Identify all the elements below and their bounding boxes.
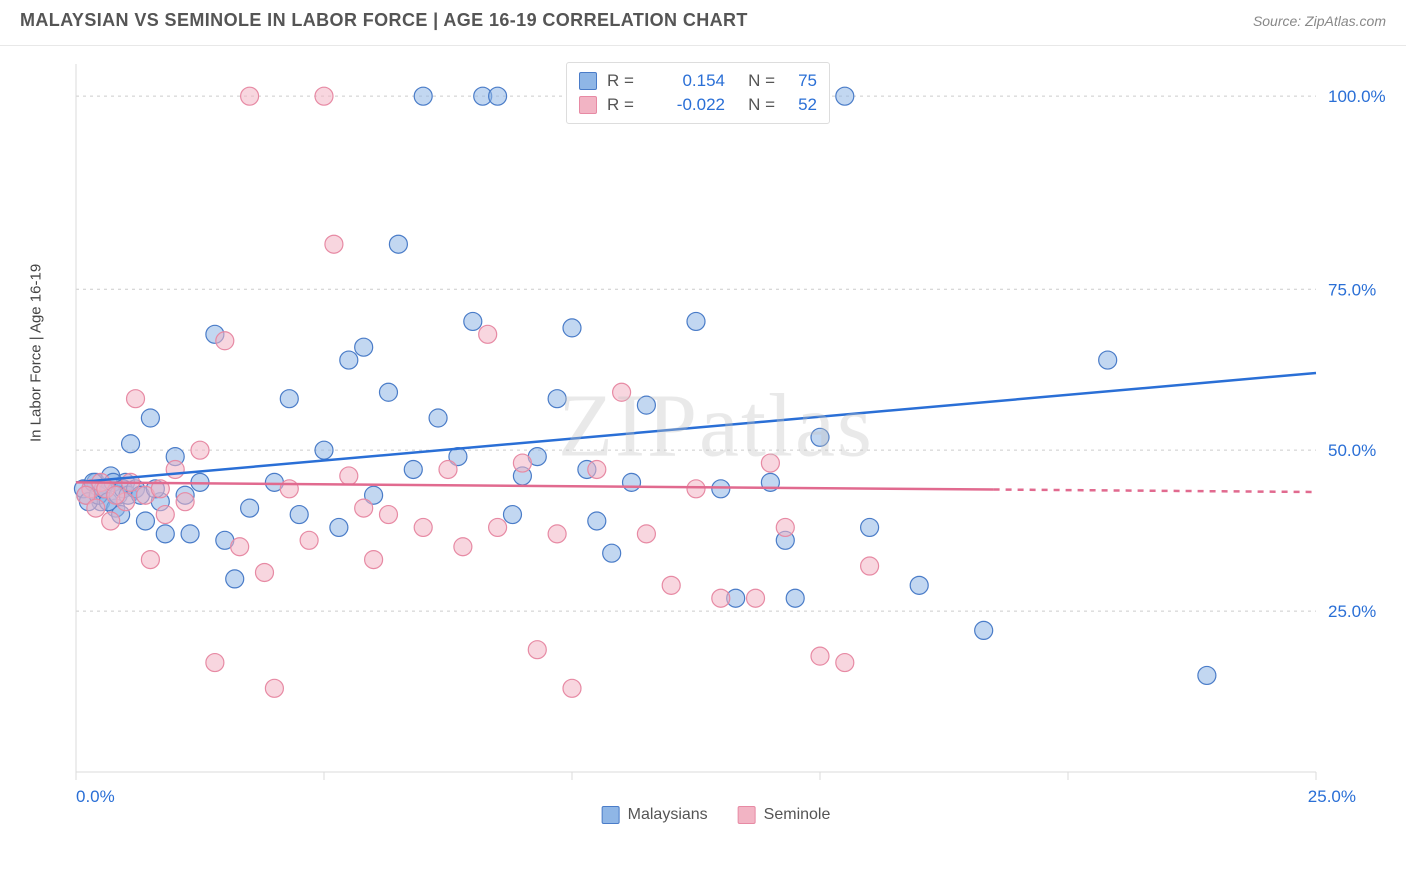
bottom-legend: Malaysians Seminole (602, 806, 831, 824)
n-value: 52 (785, 95, 817, 115)
svg-text:50.0%: 50.0% (1328, 441, 1376, 460)
legend-swatch (579, 96, 597, 114)
n-label: N = (735, 95, 775, 115)
r-value: 0.154 (653, 71, 725, 91)
n-label: N = (735, 71, 775, 91)
chart-title: MALAYSIAN VS SEMINOLE IN LABOR FORCE | A… (20, 10, 748, 31)
chart-header: MALAYSIAN VS SEMINOLE IN LABOR FORCE | A… (0, 0, 1406, 46)
legend-swatch (738, 806, 756, 824)
legend-row-malaysians: R = 0.154 N = 75 (579, 69, 817, 93)
chart-source: Source: ZipAtlas.com (1253, 13, 1386, 29)
legend-swatch (579, 72, 597, 90)
legend-swatch (602, 806, 620, 824)
legend-item-seminole: Seminole (738, 806, 831, 824)
correlation-legend: R = 0.154 N = 75 R = -0.022 N = 52 (566, 62, 830, 124)
svg-text:100.0%: 100.0% (1328, 87, 1386, 106)
y-axis-label: In Labor Force | Age 16-19 (28, 264, 45, 442)
legend-label: Seminole (764, 806, 831, 824)
svg-text:25.0%: 25.0% (1308, 787, 1356, 806)
scatter-chart: 25.0% 50.0% 75.0% 100.0% 0.0% 25.0% (66, 52, 1386, 832)
legend-label: Malaysians (628, 806, 708, 824)
n-value: 75 (785, 71, 817, 91)
plot-area: In Labor Force | Age 16-19 25.0%50.0%75.… (46, 52, 1386, 832)
legend-item-malaysians: Malaysians (602, 806, 708, 824)
r-value: -0.022 (653, 95, 725, 115)
svg-text:25.0%: 25.0% (1328, 602, 1376, 621)
svg-text:75.0%: 75.0% (1328, 280, 1376, 299)
svg-text:0.0%: 0.0% (76, 787, 115, 806)
r-label: R = (607, 95, 643, 115)
legend-row-seminole: R = -0.022 N = 52 (579, 93, 817, 117)
r-label: R = (607, 71, 643, 91)
